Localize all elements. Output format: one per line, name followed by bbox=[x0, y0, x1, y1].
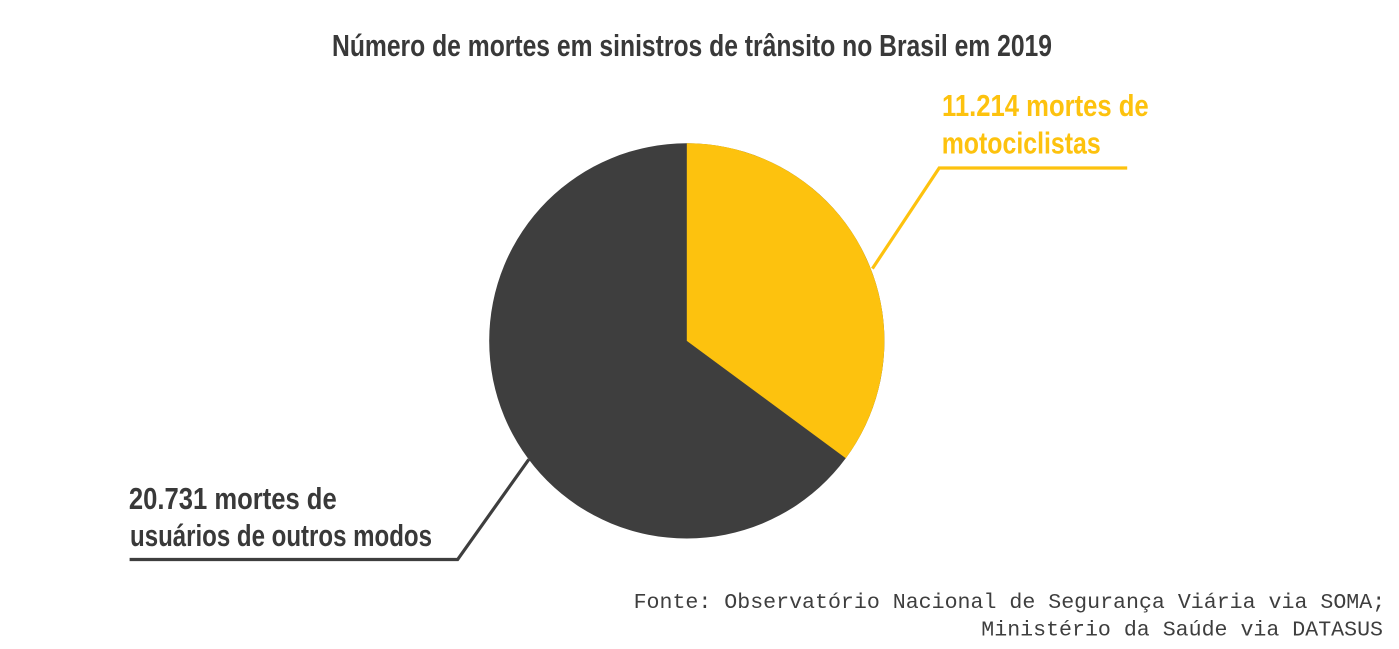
svg-text:motociclistas: motociclistas bbox=[942, 127, 1101, 161]
svg-text:Fonte: Observatório Nacional d: Fonte: Observatório Nacional de Seguranç… bbox=[634, 591, 1386, 615]
svg-text:usuários de outros modos: usuários de outros modos bbox=[130, 519, 432, 553]
svg-text:11.214 mortes de: 11.214 mortes de bbox=[942, 89, 1149, 123]
svg-text:Número de mortes em sinistros: Número de mortes em sinistros de trânsit… bbox=[332, 29, 1052, 63]
svg-text:Ministério da Saúde via DATASU: Ministério da Saúde via DATASUS bbox=[981, 619, 1383, 643]
svg-text:20.731 mortes de: 20.731 mortes de bbox=[129, 482, 337, 516]
